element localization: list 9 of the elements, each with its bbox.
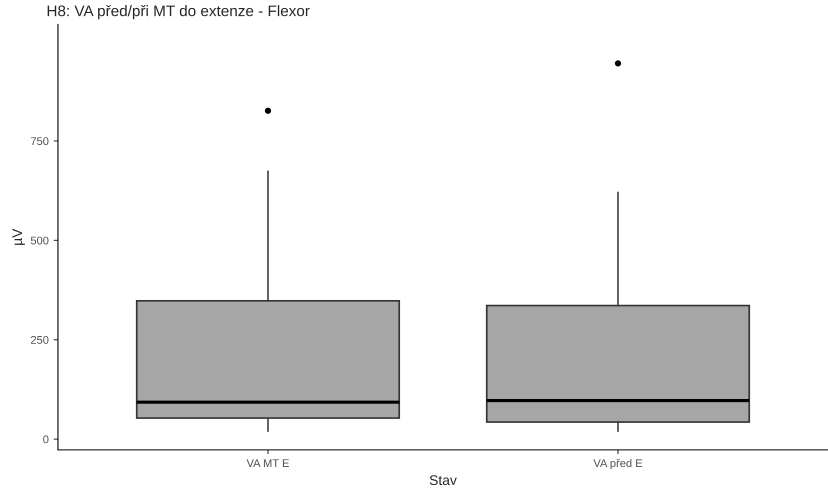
x-axis-title: Stav [430, 475, 457, 486]
x-tick-label: VA před E [593, 458, 642, 470]
x-tick-label: VA MT E [246, 459, 289, 467]
y-axis-title: µV [12, 228, 25, 245]
y-tick-label: 0 [43, 435, 48, 444]
y-tick-label: 750 [30, 137, 48, 146]
chart-title: H8: VA před/při MT do extenze - Flexor [48, 4, 310, 20]
y-tick-label: 500 [30, 236, 48, 244]
y-tick-label: 250 [30, 336, 48, 344]
